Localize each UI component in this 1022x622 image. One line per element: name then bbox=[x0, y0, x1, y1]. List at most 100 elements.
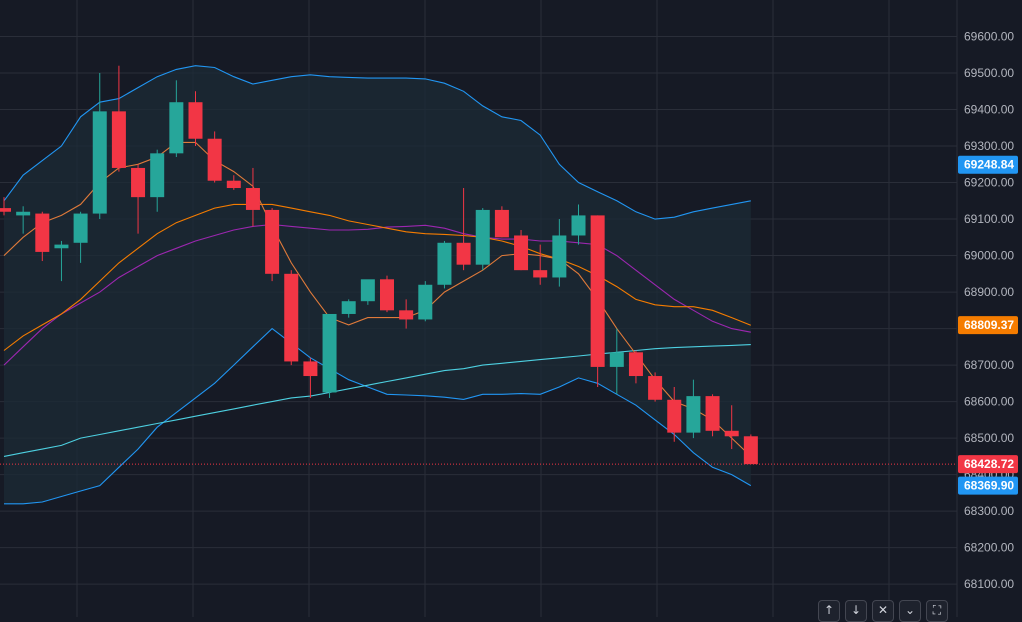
candle-body bbox=[150, 153, 165, 198]
candle-body bbox=[35, 213, 50, 252]
price-badge: 69248.84 bbox=[958, 155, 1018, 174]
candle-body bbox=[131, 167, 146, 198]
candle bbox=[0, 197, 11, 216]
price-badge: 68369.90 bbox=[958, 476, 1018, 495]
candle bbox=[265, 208, 280, 282]
candle bbox=[73, 211, 88, 263]
candle bbox=[418, 281, 433, 322]
candle bbox=[514, 230, 529, 271]
candle-body bbox=[494, 209, 509, 238]
candle bbox=[399, 299, 414, 329]
close-button[interactable]: ✕ bbox=[872, 600, 894, 622]
candle-body bbox=[284, 273, 299, 362]
candle-body bbox=[667, 399, 682, 433]
candle-body bbox=[514, 235, 529, 271]
price-badge: 68809.37 bbox=[958, 316, 1018, 335]
price-badge-label: 68369.90 bbox=[964, 479, 1014, 493]
candle bbox=[628, 350, 643, 384]
candle bbox=[16, 206, 31, 234]
candle-body bbox=[73, 213, 88, 243]
price-tick-label: 68500.00 bbox=[964, 431, 1014, 445]
arrow-down-icon: ↓ bbox=[850, 603, 862, 617]
candle-body bbox=[360, 279, 375, 302]
price-tick-label: 69100.00 bbox=[964, 212, 1014, 226]
candle-body bbox=[92, 111, 107, 214]
candle bbox=[686, 379, 701, 439]
mid-ma-line bbox=[3, 223, 751, 366]
candle bbox=[456, 188, 471, 271]
candle-body bbox=[0, 208, 11, 212]
candle-body bbox=[54, 244, 69, 249]
bollinger-upper-line bbox=[3, 65, 751, 220]
price-tick-label: 68700.00 bbox=[964, 358, 1014, 372]
long-ma-line bbox=[3, 344, 751, 457]
price-tick-label: 68200.00 bbox=[964, 541, 1014, 555]
price-tick-label: 69600.00 bbox=[964, 30, 1014, 44]
candle-body bbox=[609, 352, 624, 367]
price-badge-label: 68428.72 bbox=[964, 457, 1014, 471]
arrow-up-icon: ↑ bbox=[823, 603, 835, 617]
candle bbox=[571, 204, 586, 245]
candle bbox=[303, 357, 318, 398]
price-tick-label: 68600.00 bbox=[964, 395, 1014, 409]
candle-body bbox=[399, 310, 414, 320]
candle bbox=[724, 405, 739, 450]
candle-body bbox=[475, 209, 490, 265]
candles bbox=[0, 65, 758, 465]
candle-body bbox=[418, 284, 433, 320]
candle-body bbox=[456, 242, 471, 265]
candle-body bbox=[322, 313, 337, 393]
short-ma-line bbox=[3, 141, 752, 457]
fullscreen-button[interactable]: ⛶ bbox=[926, 600, 948, 622]
scroll-down-button[interactable]: ↓ bbox=[845, 600, 867, 622]
candle bbox=[111, 65, 126, 172]
orange-ma-line bbox=[3, 203, 752, 351]
indicator-lines bbox=[3, 65, 752, 505]
price-tick-label: 68900.00 bbox=[964, 285, 1014, 299]
candle bbox=[169, 80, 184, 157]
candle bbox=[667, 386, 682, 442]
candle bbox=[150, 149, 165, 212]
candle-body bbox=[111, 111, 126, 168]
candle-body bbox=[686, 396, 701, 433]
candle-body bbox=[226, 180, 241, 189]
candle bbox=[705, 394, 720, 437]
price-tick-label: 69400.00 bbox=[964, 103, 1014, 117]
candle-body bbox=[724, 430, 739, 437]
price-tick-label: 69200.00 bbox=[964, 176, 1014, 190]
price-badge: 68428.72 bbox=[958, 455, 1018, 474]
candle bbox=[437, 240, 452, 289]
price-badge-bg bbox=[958, 455, 1018, 474]
candle bbox=[245, 167, 260, 227]
candle-body bbox=[705, 396, 720, 431]
candle-body bbox=[571, 215, 586, 236]
price-tick-label: 69300.00 bbox=[964, 139, 1014, 153]
candle bbox=[494, 206, 509, 238]
candle bbox=[284, 270, 299, 366]
candle-body bbox=[169, 102, 184, 154]
candle-body bbox=[743, 436, 758, 465]
close-icon: ✕ bbox=[877, 603, 889, 617]
candle bbox=[188, 91, 203, 147]
candle bbox=[131, 164, 146, 234]
candle bbox=[648, 372, 663, 402]
candle bbox=[609, 328, 624, 395]
fullscreen-icon: ⛶ bbox=[932, 603, 942, 617]
price-tick-label: 68100.00 bbox=[964, 577, 1014, 591]
collapse-button[interactable]: ⌄ bbox=[899, 600, 921, 622]
candle-body bbox=[303, 361, 318, 377]
candle-body bbox=[207, 138, 222, 181]
candle bbox=[380, 275, 394, 313]
scroll-up-button[interactable]: ↑ bbox=[818, 600, 840, 622]
candle bbox=[207, 131, 222, 183]
candle bbox=[226, 175, 241, 190]
candle bbox=[54, 240, 69, 282]
candle bbox=[360, 279, 375, 305]
candle-body bbox=[437, 242, 452, 285]
candle-body bbox=[380, 279, 394, 311]
candle-body bbox=[648, 376, 663, 400]
candle bbox=[743, 434, 758, 465]
candle-body bbox=[16, 211, 31, 216]
candle bbox=[35, 211, 50, 262]
